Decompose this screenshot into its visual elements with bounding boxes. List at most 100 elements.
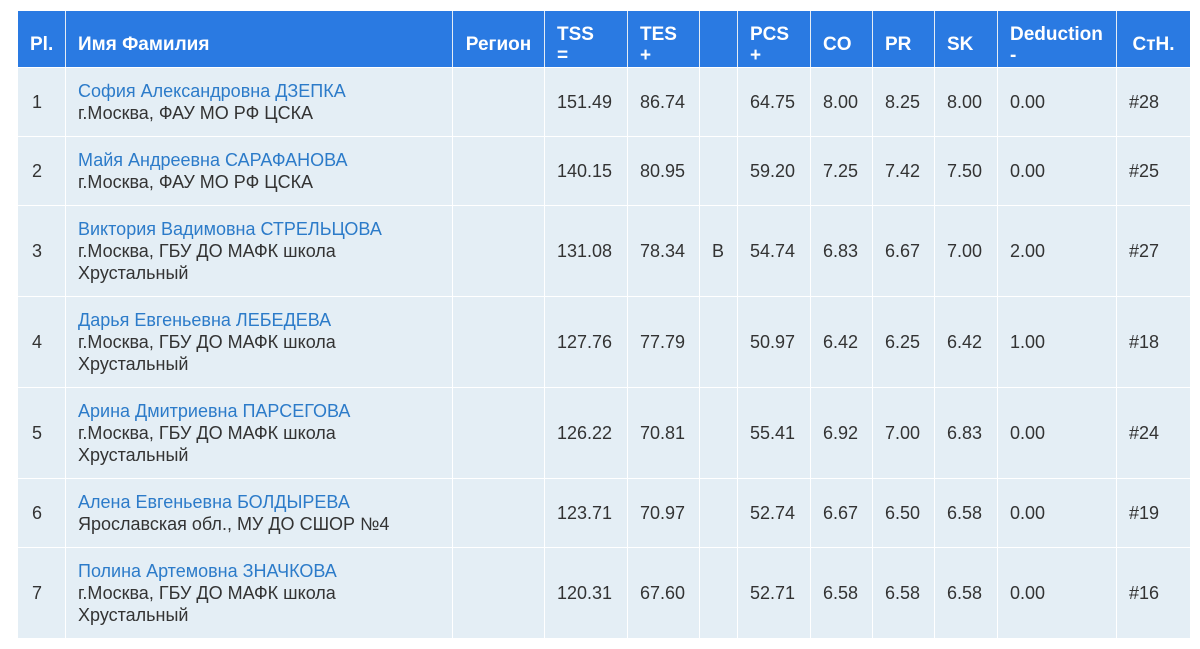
tss-cell: 131.08	[545, 205, 628, 296]
athlete-name-link[interactable]: Виктория Вадимовна СТРЕЛЬЦОВА	[78, 219, 382, 239]
sk-cell: 8.00	[935, 67, 998, 136]
tss-cell: 120.31	[545, 547, 628, 638]
tss-cell: 127.76	[545, 296, 628, 387]
tes-cell: 77.79	[628, 296, 700, 387]
athlete-cell: Полина Артемовна ЗНАЧКОВА г.Москва, ГБУ …	[66, 547, 453, 638]
athlete-club: г.Москва, ГБУ ДО МАФК школа Хрустальный	[78, 241, 336, 283]
header-tss[interactable]: TSS =	[545, 11, 628, 67]
table-header-row: Pl. Имя Фамилия Регион TSS = TES + PCS + CO…	[18, 11, 1190, 67]
header-name[interactable]: Имя Фамилия	[66, 11, 453, 67]
start-number-cell: #16	[1117, 547, 1190, 638]
place-cell: 5	[18, 387, 66, 478]
tss-cell: 126.22	[545, 387, 628, 478]
pr-cell: 6.25	[873, 296, 935, 387]
tes-cell: 70.97	[628, 478, 700, 547]
region-cell	[453, 296, 545, 387]
header-co[interactable]: CO	[811, 11, 873, 67]
start-number-cell: #28	[1117, 67, 1190, 136]
athlete-cell: Арина Дмитриевна ПАРСЕГОВА г.Москва, ГБУ…	[66, 387, 453, 478]
co-cell: 7.25	[811, 136, 873, 205]
co-cell: 6.42	[811, 296, 873, 387]
place-cell: 1	[18, 67, 66, 136]
pr-cell: 6.58	[873, 547, 935, 638]
pcs-cell: 52.71	[738, 547, 811, 638]
table-row-1: 1 София Александровна ДЗЕПКА г.Москва, Ф…	[18, 67, 1190, 136]
place-cell: 4	[18, 296, 66, 387]
tes-cell: 78.34	[628, 205, 700, 296]
place-cell: 2	[18, 136, 66, 205]
sk-cell: 7.00	[935, 205, 998, 296]
bonus-cell	[700, 387, 738, 478]
sk-cell: 6.42	[935, 296, 998, 387]
athlete-name-link[interactable]: Алена Евгеньевна БОЛДЫРЕВА	[78, 492, 350, 512]
co-cell: 6.92	[811, 387, 873, 478]
pcs-cell: 55.41	[738, 387, 811, 478]
table-row-2: 2 Майя Андреевна САРАФАНОВА г.Москва, ФА…	[18, 136, 1190, 205]
start-number-cell: #18	[1117, 296, 1190, 387]
table-row-6: 6 Алена Евгеньевна БОЛДЫРЕВА Ярославская…	[18, 478, 1190, 547]
pr-cell: 8.25	[873, 67, 935, 136]
header-pr[interactable]: PR	[873, 11, 935, 67]
start-number-cell: #27	[1117, 205, 1190, 296]
deduction-cell: 0.00	[998, 387, 1117, 478]
sk-cell: 7.50	[935, 136, 998, 205]
pr-cell: 7.00	[873, 387, 935, 478]
athlete-name-link[interactable]: Дарья Евгеньевна ЛЕБЕДЕВА	[78, 310, 332, 330]
sk-cell: 6.58	[935, 478, 998, 547]
bonus-cell	[700, 136, 738, 205]
pr-cell: 6.50	[873, 478, 935, 547]
table-row-4: 4 Дарья Евгеньевна ЛЕБЕДЕВА г.Москва, ГБ…	[18, 296, 1190, 387]
header-place[interactable]: Pl.	[18, 11, 66, 67]
place-cell: 3	[18, 205, 66, 296]
header-tes[interactable]: TES +	[628, 11, 700, 67]
bonus-cell	[700, 478, 738, 547]
header-bonus	[700, 11, 738, 67]
athlete-name-link[interactable]: София Александровна ДЗЕПКА	[78, 81, 346, 101]
athlete-name-link[interactable]: Полина Артемовна ЗНАЧКОВА	[78, 561, 337, 581]
region-cell	[453, 67, 545, 136]
region-cell	[453, 136, 545, 205]
deduction-cell: 0.00	[998, 67, 1117, 136]
tes-cell: 70.81	[628, 387, 700, 478]
place-cell: 7	[18, 547, 66, 638]
table-row-7: 7 Полина Артемовна ЗНАЧКОВА г.Москва, ГБ…	[18, 547, 1190, 638]
athlete-name-link[interactable]: Арина Дмитриевна ПАРСЕГОВА	[78, 401, 351, 421]
deduction-cell: 0.00	[998, 478, 1117, 547]
bonus-cell	[700, 67, 738, 136]
athlete-cell: Алена Евгеньевна БОЛДЫРЕВА Ярославская о…	[66, 478, 453, 547]
header-sk[interactable]: SK	[935, 11, 998, 67]
header-deduction[interactable]: Deduction -	[998, 11, 1117, 67]
tes-cell: 67.60	[628, 547, 700, 638]
bonus-cell	[700, 547, 738, 638]
bonus-cell: B	[700, 205, 738, 296]
header-start-number[interactable]: СтН.	[1117, 11, 1190, 67]
co-cell: 6.58	[811, 547, 873, 638]
tss-cell: 151.49	[545, 67, 628, 136]
athlete-club: Ярославская обл., МУ ДО СШОР №4	[78, 514, 390, 534]
header-region[interactable]: Регион	[453, 11, 545, 67]
sk-cell: 6.58	[935, 547, 998, 638]
region-cell	[453, 478, 545, 547]
athlete-cell: София Александровна ДЗЕПКА г.Москва, ФАУ…	[66, 67, 453, 136]
pr-cell: 6.67	[873, 205, 935, 296]
pr-cell: 7.42	[873, 136, 935, 205]
table-row-3: 3 Виктория Вадимовна СТРЕЛЬЦОВА г.Москва…	[18, 205, 1190, 296]
table-row-5: 5 Арина Дмитриевна ПАРСЕГОВА г.Москва, Г…	[18, 387, 1190, 478]
pcs-cell: 59.20	[738, 136, 811, 205]
sk-cell: 6.83	[935, 387, 998, 478]
header-pcs[interactable]: PCS +	[738, 11, 811, 67]
deduction-cell: 1.00	[998, 296, 1117, 387]
co-cell: 6.67	[811, 478, 873, 547]
region-cell	[453, 387, 545, 478]
athlete-cell: Дарья Евгеньевна ЛЕБЕДЕВА г.Москва, ГБУ …	[66, 296, 453, 387]
co-cell: 8.00	[811, 67, 873, 136]
athlete-name-link[interactable]: Майя Андреевна САРАФАНОВА	[78, 150, 348, 170]
region-cell	[453, 547, 545, 638]
tes-cell: 80.95	[628, 136, 700, 205]
start-number-cell: #19	[1117, 478, 1190, 547]
tss-cell: 140.15	[545, 136, 628, 205]
tss-cell: 123.71	[545, 478, 628, 547]
tes-cell: 86.74	[628, 67, 700, 136]
pcs-cell: 54.74	[738, 205, 811, 296]
